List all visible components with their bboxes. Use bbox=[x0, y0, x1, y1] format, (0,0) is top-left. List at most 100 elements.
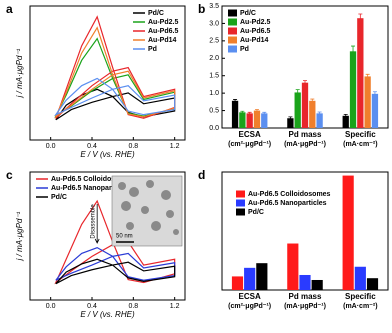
bar bbox=[316, 113, 323, 128]
category-label: Specific bbox=[345, 130, 376, 139]
bar bbox=[299, 274, 311, 290]
legend-label: Au-Pd2.5 bbox=[240, 19, 270, 26]
error-bar bbox=[365, 73, 370, 79]
bar bbox=[239, 112, 246, 128]
y-tick-label: 3.0 bbox=[209, 20, 219, 27]
y-tick-label: 1.0 bbox=[209, 90, 219, 97]
error-bar bbox=[233, 99, 238, 103]
error-bar bbox=[303, 80, 307, 85]
legend-swatch bbox=[236, 208, 245, 216]
error-bar bbox=[343, 114, 348, 118]
panel-label: a bbox=[6, 2, 13, 16]
y-tick-label: 0.0 bbox=[209, 125, 219, 132]
error-bar bbox=[295, 89, 300, 96]
x-tick-label: 0.0 bbox=[46, 143, 56, 150]
error-bar bbox=[372, 91, 377, 96]
legend-swatch bbox=[228, 27, 237, 35]
bar bbox=[256, 263, 268, 290]
bar bbox=[371, 93, 379, 128]
legend-label: Pd/C bbox=[148, 10, 164, 17]
legend-label: Au-Pd2.5 bbox=[148, 19, 178, 26]
category-unit: (cm²·μgPd⁻¹) bbox=[228, 303, 271, 310]
inset-particles bbox=[118, 180, 179, 235]
error-bar bbox=[262, 111, 267, 115]
bar bbox=[354, 266, 366, 290]
category-unit: (mA·cm⁻²) bbox=[343, 303, 377, 310]
cv-curve bbox=[55, 258, 176, 285]
panel-label: c bbox=[6, 168, 13, 182]
error-bar bbox=[288, 116, 293, 120]
x-axis-label: E / V (vs. RHE) bbox=[80, 150, 135, 159]
plot-frame bbox=[29, 5, 186, 141]
legend-swatch bbox=[236, 199, 245, 207]
bar bbox=[301, 82, 309, 128]
category-label: Specific bbox=[345, 292, 376, 301]
bar bbox=[244, 267, 256, 290]
panel-label: d bbox=[198, 168, 205, 182]
bar bbox=[287, 243, 299, 290]
bar bbox=[253, 110, 261, 128]
cv-curve bbox=[54, 77, 176, 117]
legend-swatch bbox=[228, 18, 237, 26]
error-bar bbox=[310, 98, 315, 103]
category-label: ECSA bbox=[239, 130, 261, 139]
x-tick-label: 0.0 bbox=[46, 303, 56, 310]
x-tick-label: 0.8 bbox=[128, 303, 138, 310]
error-bar bbox=[358, 13, 363, 23]
legend-label: Au-Pd6.5 Colloidosomes bbox=[51, 176, 134, 183]
bar bbox=[261, 113, 268, 128]
category-unit: (cm²·μgPd⁻¹) bbox=[228, 141, 271, 148]
y-axis-label: j / mA·μgPd⁻¹ bbox=[15, 211, 24, 261]
bar bbox=[349, 51, 357, 128]
bar bbox=[364, 76, 371, 128]
legend-label: Au-Pd6.5 Nanoparticles bbox=[248, 200, 327, 207]
bar bbox=[366, 278, 379, 290]
legend-label: Pd/C bbox=[51, 194, 67, 201]
y-tick-label: 0.5 bbox=[209, 107, 219, 114]
category-label: ECSA bbox=[239, 292, 261, 301]
legend-swatch bbox=[236, 190, 245, 198]
y-tick-label: 1.5 bbox=[209, 73, 219, 80]
bar bbox=[294, 92, 301, 128]
category-unit: (mA·μgPd⁻¹) bbox=[284, 141, 326, 148]
legend-swatch bbox=[228, 45, 237, 53]
annotation-arrow bbox=[94, 204, 100, 244]
legend-label: Au-Pd14 bbox=[148, 37, 177, 44]
legend-swatch bbox=[228, 9, 237, 17]
legend-label: Pd/C bbox=[240, 10, 256, 17]
annotation: Disassemble bbox=[91, 204, 97, 239]
legend-label: Au-Pd6.5 bbox=[240, 28, 270, 35]
y-tick-label: 2.5 bbox=[209, 38, 219, 45]
category-unit: (mA·μgPd⁻¹) bbox=[284, 303, 326, 310]
x-tick-label: 1.2 bbox=[170, 143, 180, 150]
y-axis-label: j / mA·μgPd⁻¹ bbox=[15, 48, 24, 98]
panel-label: b bbox=[198, 2, 205, 16]
bar bbox=[287, 118, 294, 128]
error-bar bbox=[240, 110, 245, 114]
bar bbox=[311, 279, 323, 290]
legend-label: Pd/C bbox=[248, 209, 264, 216]
y-tick-label: 3.5 bbox=[209, 3, 219, 10]
bar bbox=[231, 276, 244, 290]
legend-swatch bbox=[228, 36, 237, 44]
error-bar bbox=[351, 45, 356, 57]
legend-label: Au-Pd6.5 Nanoparticles bbox=[51, 185, 130, 192]
bar bbox=[342, 175, 354, 290]
bar bbox=[342, 115, 349, 128]
bar bbox=[231, 100, 239, 128]
legend-label: Au-Pd6.5 Colloidosomes bbox=[248, 191, 331, 198]
x-tick-label: 0.4 bbox=[87, 143, 97, 150]
legend-label: Pd bbox=[148, 46, 157, 53]
inset: 50 nm bbox=[111, 175, 183, 247]
y-tick-label: 2.0 bbox=[209, 55, 219, 62]
x-tick-label: 0.8 bbox=[128, 143, 138, 150]
plot-frame bbox=[29, 171, 186, 301]
category-label: Pd mass bbox=[289, 292, 322, 301]
category-unit: (mA·cm⁻²) bbox=[343, 141, 377, 148]
legend-label: Pd bbox=[240, 46, 249, 53]
x-tick-label: 1.2 bbox=[170, 303, 180, 310]
legend-label: Au-Pd6.5 bbox=[148, 28, 178, 35]
x-axis-label: E / V (vs. RHE) bbox=[80, 310, 135, 319]
